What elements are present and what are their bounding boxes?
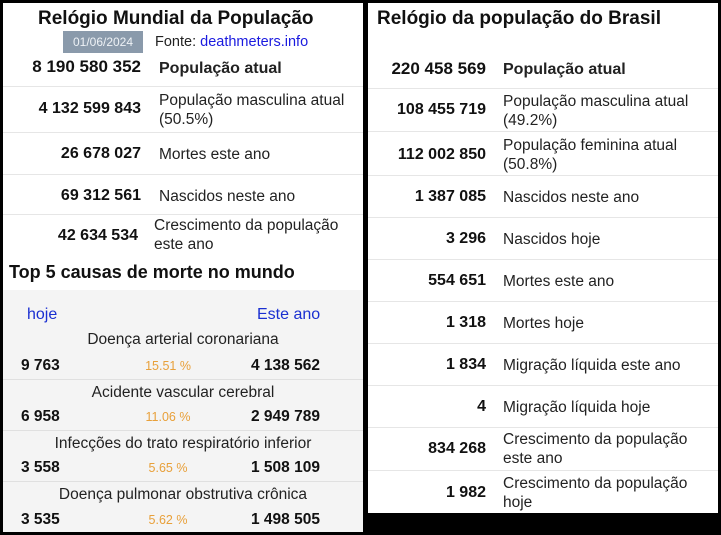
column-today-header: hoje — [27, 306, 58, 323]
brazil-growth-year-value: 834 268 — [428, 440, 486, 457]
cause-percentage: 15.51 % — [145, 359, 191, 373]
world-population-label: População atual — [159, 60, 282, 77]
date-badge: 01/06/2024 — [63, 31, 143, 53]
source-line: Fonte: deathmeters.info — [155, 34, 308, 50]
row-divider — [3, 379, 363, 380]
brazil-growth-today-value: 1 982 — [445, 484, 486, 501]
row-divider — [3, 132, 363, 133]
cause-name: Acidente vascular cerebral — [91, 384, 275, 401]
world-title: Relógio Mundial da População — [38, 8, 314, 29]
cause-today-value: 3 558 — [21, 459, 60, 476]
cause-name: Infecções do trato respiratório inferior — [54, 435, 312, 452]
brazil-deaths-today-value: 1 318 — [445, 314, 486, 331]
brazil-growth-today-label: Crescimento da população hoje — [503, 475, 688, 511]
source-label: Fonte: — [155, 34, 197, 50]
row-divider — [368, 175, 718, 176]
brazil-population-value: 220 458 569 — [391, 59, 486, 78]
row-divider — [3, 481, 363, 482]
row-divider — [368, 259, 718, 260]
brazil-births-today-value: 3 296 — [445, 230, 486, 247]
cause-year-value: 1 498 505 — [251, 511, 320, 528]
brazil-male-value: 108 455 719 — [397, 101, 486, 118]
row-divider — [3, 174, 363, 175]
brazil-migration-year-label: Migração líquida este ano — [503, 357, 681, 374]
row-divider — [368, 301, 718, 302]
brazil-births-year-label: Nascidos neste ano — [503, 189, 640, 206]
causes-title: Top 5 causas de morte no mundo — [9, 262, 295, 282]
row-divider — [368, 343, 718, 344]
causes-background — [3, 290, 363, 532]
cause-percentage: 11.06 % — [145, 410, 191, 424]
brazil-title: Relógio da população do Brasil — [377, 8, 661, 29]
cause-percentage: 5.62 % — [148, 513, 188, 527]
world-deaths-value: 26 678 027 — [60, 145, 141, 162]
cause-name: Doença arterial coronariana — [87, 331, 279, 348]
brazil-deaths-year-value: 554 651 — [428, 272, 486, 289]
brazil-population-panel: Relógio da população do Brasil 220 458 5… — [368, 3, 718, 513]
row-divider — [368, 88, 718, 89]
row-divider — [368, 131, 718, 132]
column-year-header: Este ano — [257, 306, 321, 323]
world-births-value: 69 312 561 — [60, 187, 141, 204]
world-deaths-label: Mortes este ano — [159, 146, 271, 163]
row-divider — [3, 214, 363, 215]
world-growth-label: Crescimento da população este ano — [154, 217, 339, 253]
world-population-value: 8 190 580 352 — [32, 57, 141, 76]
cause-today-value: 9 763 — [21, 357, 60, 374]
world-births-label: Nascidos neste ano — [159, 188, 296, 205]
brazil-births-year-value: 1 387 085 — [414, 188, 486, 205]
cause-year-value: 4 138 562 — [251, 357, 320, 374]
brazil-growth-year-label: Crescimento da população este ano — [503, 431, 688, 467]
cause-today-value: 3 535 — [21, 511, 60, 528]
source-link[interactable]: deathmeters.info — [200, 34, 309, 50]
row-divider — [368, 217, 718, 218]
row-divider — [3, 430, 363, 431]
brazil-female-value: 112 002 850 — [397, 146, 486, 163]
cause-percentage: 5.65 % — [148, 461, 188, 475]
row-divider — [368, 427, 718, 428]
brazil-deaths-year-label: Mortes este ano — [503, 273, 615, 290]
brazil-births-today-label: Nascidos hoje — [503, 231, 601, 248]
brazil-female-label: População feminina atual (50.8%) — [503, 137, 678, 173]
brazil-migration-today-label: Migração líquida hoje — [503, 399, 651, 416]
world-population-panel: Relógio Mundial da População 01/06/2024 … — [3, 3, 363, 532]
brazil-population-label: População atual — [503, 61, 626, 78]
row-divider — [368, 385, 718, 386]
cause-year-value: 2 949 789 — [251, 408, 320, 425]
cause-year-value: 1 508 109 — [251, 459, 320, 476]
row-divider — [3, 86, 363, 87]
world-male-value: 4 132 599 843 — [38, 100, 141, 117]
world-growth-value: 42 634 534 — [57, 227, 138, 244]
brazil-deaths-today-label: Mortes hoje — [503, 315, 584, 332]
brazil-male-label: População masculina atual (49.2%) — [503, 93, 689, 129]
cause-name: Doença pulmonar obstrutiva crônica — [58, 486, 308, 503]
brazil-migration-year-value: 1 834 — [445, 356, 486, 373]
cause-today-value: 6 958 — [21, 408, 60, 425]
row-divider — [368, 470, 718, 471]
world-male-label: População masculina atual (50.5%) — [159, 92, 345, 128]
brazil-migration-today-value: 4 — [477, 398, 486, 415]
